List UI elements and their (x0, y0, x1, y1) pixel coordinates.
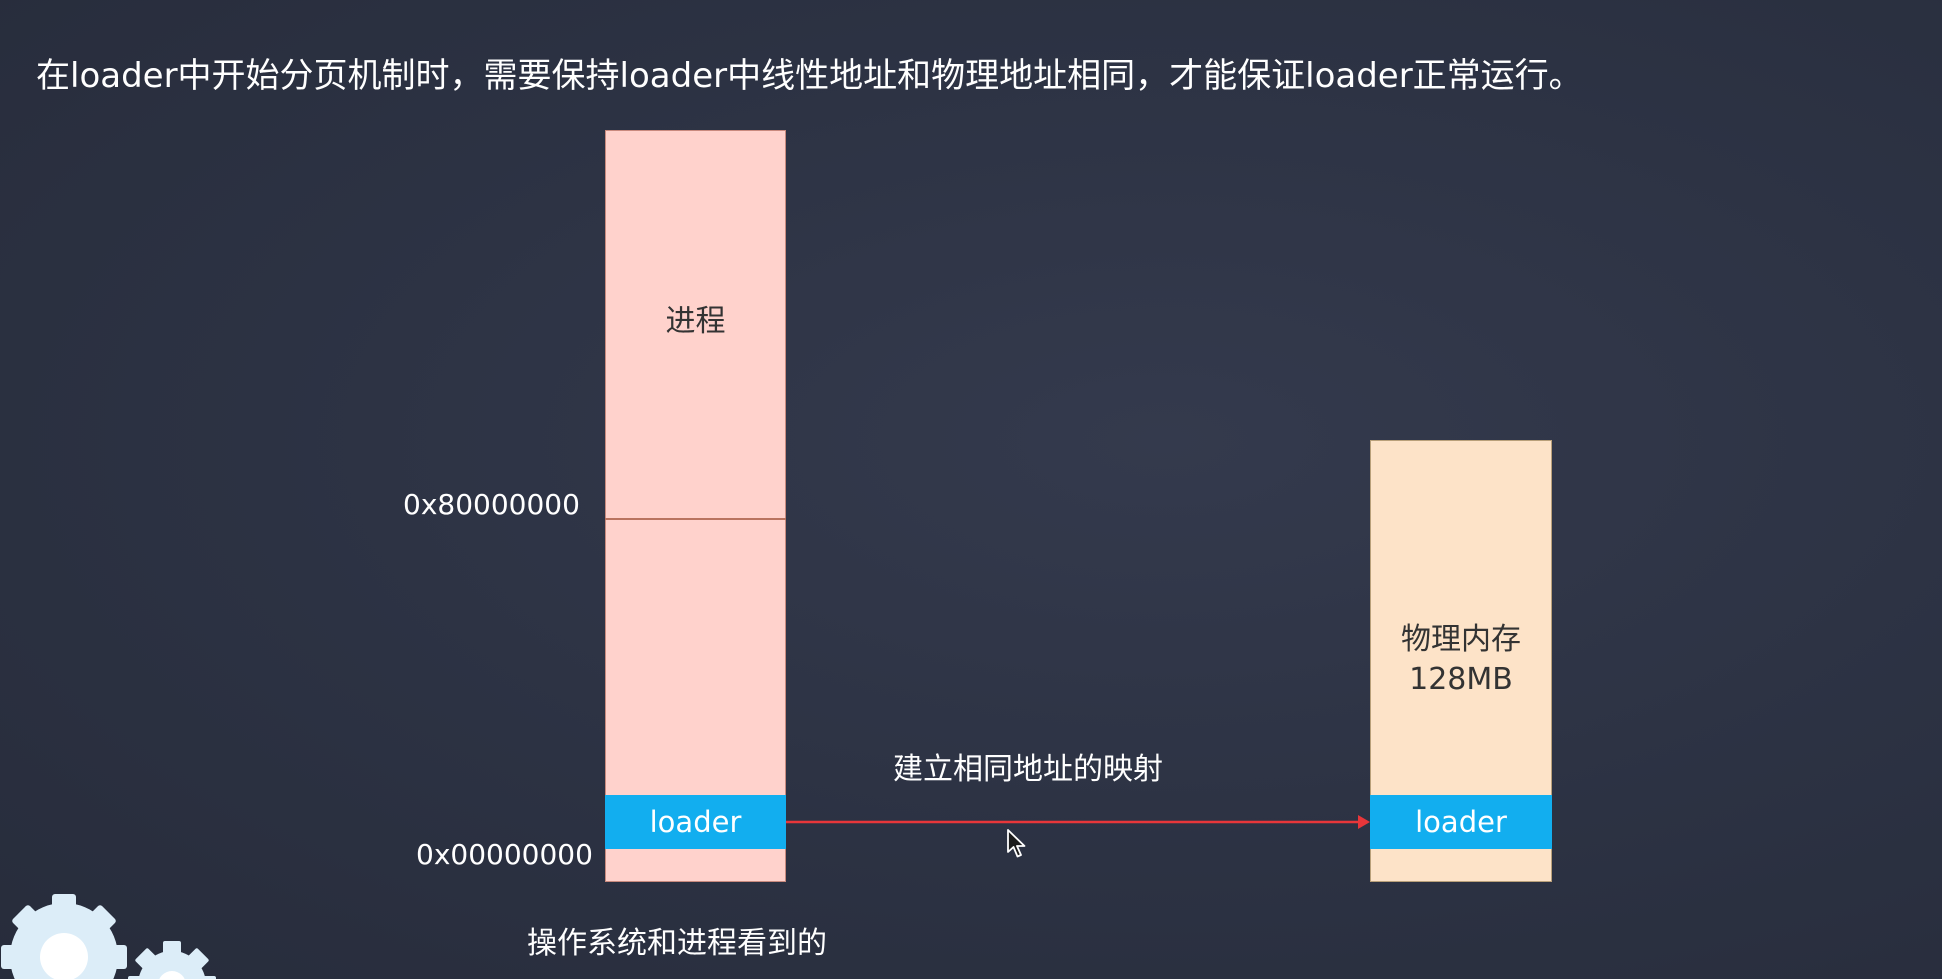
physical-memory-size: 128MB (1409, 662, 1513, 697)
address-low-label: 0x00000000 (416, 838, 593, 871)
physical-memory-label: 物理内存 128MB (1370, 620, 1552, 700)
process-address-space (605, 130, 786, 882)
process-label: 进程 (665, 304, 726, 339)
diagram-caption: 操作系统和进程看到的 (527, 926, 827, 961)
kernel-user-divider (605, 518, 786, 520)
process-loader-block: loader (605, 795, 786, 849)
address-high-label: 0x80000000 (403, 488, 580, 521)
cursor-icon (1007, 829, 1026, 858)
gear-icon (1, 894, 216, 979)
slide-title: 在loader中开始分页机制时，需要保持loader中线性地址和物理地址相同，才… (36, 56, 1583, 96)
physical-loader-block: loader (1370, 795, 1552, 849)
mapping-label: 建立相同地址的映射 (893, 752, 1163, 787)
mapping-arrow (786, 815, 1370, 829)
physical-memory-title: 物理内存 (1401, 622, 1521, 657)
